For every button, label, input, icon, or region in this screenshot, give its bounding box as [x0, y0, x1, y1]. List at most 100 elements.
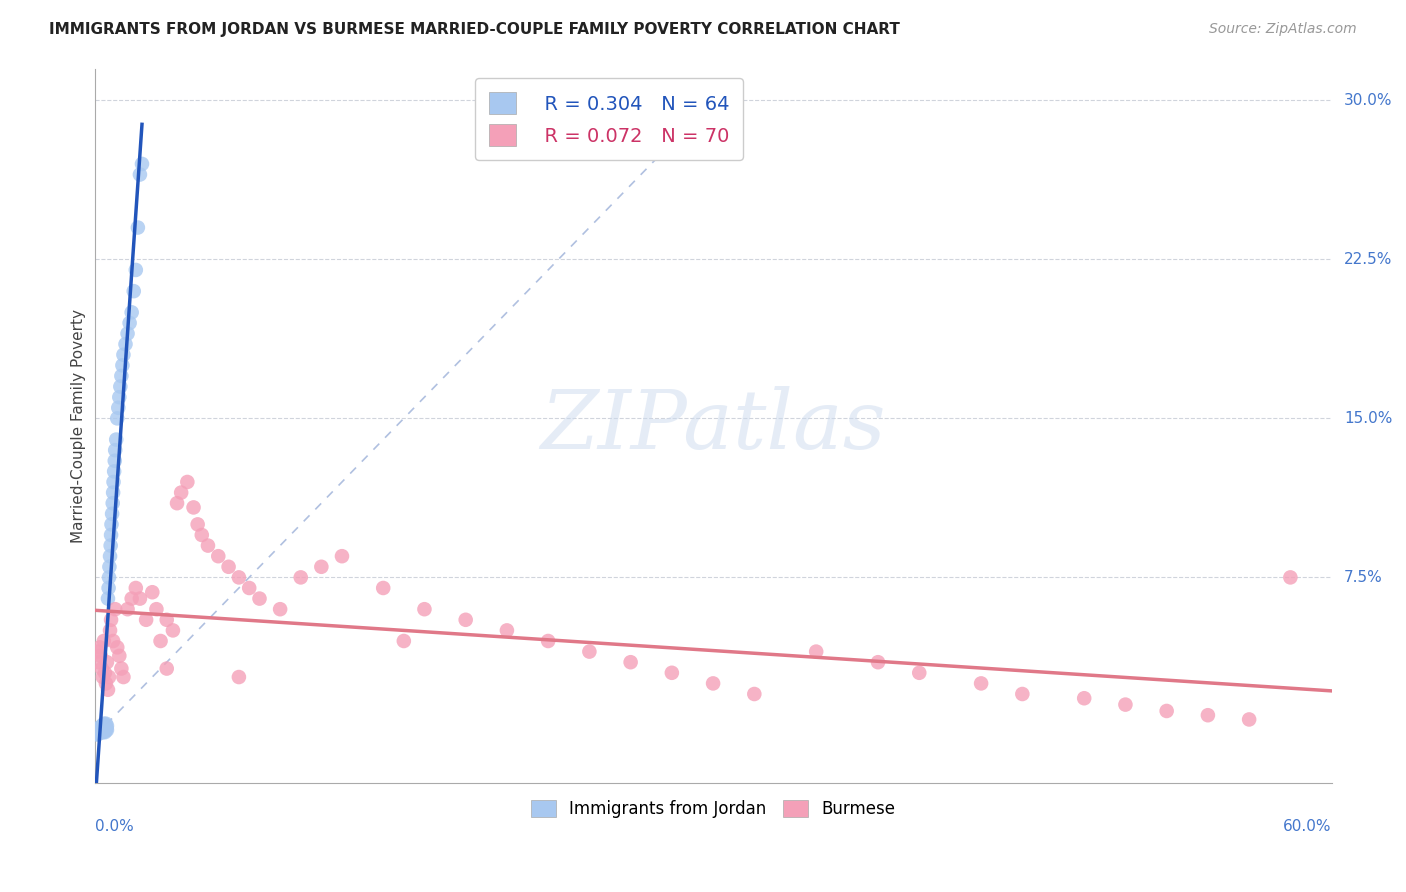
Point	[145, 602, 167, 616]
Text: Source: ZipAtlas.com: Source: ZipAtlas.com	[1209, 22, 1357, 37]
Point	[94, 716, 117, 731]
Point	[122, 284, 145, 298]
Text: 60.0%: 60.0%	[1284, 819, 1331, 834]
Point	[91, 670, 114, 684]
Point	[90, 723, 112, 737]
Point	[90, 721, 112, 735]
Point	[94, 665, 117, 680]
Point	[86, 727, 108, 741]
Point	[94, 723, 117, 737]
Point	[103, 475, 125, 489]
Point	[330, 549, 353, 564]
Point	[496, 624, 519, 638]
Point	[804, 644, 827, 658]
Point	[93, 634, 115, 648]
Point	[93, 721, 115, 735]
Point	[121, 591, 143, 606]
Point	[90, 648, 112, 663]
Point	[97, 682, 120, 697]
Point	[94, 719, 117, 733]
Point	[100, 517, 122, 532]
Point	[1156, 704, 1178, 718]
Point	[187, 517, 209, 532]
Point	[156, 662, 179, 676]
Point	[96, 655, 118, 669]
Point	[1279, 570, 1302, 584]
Point	[89, 723, 111, 737]
Point	[121, 305, 143, 319]
Point	[108, 648, 131, 663]
Point	[112, 348, 135, 362]
Point	[98, 670, 121, 684]
Text: 30.0%: 30.0%	[1344, 93, 1392, 108]
Point	[98, 624, 121, 638]
Point	[249, 591, 271, 606]
Point	[86, 723, 108, 737]
Point	[702, 676, 724, 690]
Point	[228, 570, 250, 584]
Point	[90, 719, 112, 733]
Point	[101, 496, 124, 510]
Point	[94, 676, 117, 690]
Point	[107, 401, 129, 415]
Point	[118, 316, 141, 330]
Point	[94, 721, 117, 735]
Point	[149, 634, 172, 648]
Point	[90, 662, 112, 676]
Point	[89, 721, 111, 735]
Point	[162, 624, 184, 638]
Point	[87, 655, 110, 669]
Text: ZIPatlas: ZIPatlas	[540, 385, 886, 466]
Point	[290, 570, 312, 584]
Legend: Immigrants from Jordan, Burmese: Immigrants from Jordan, Burmese	[524, 793, 903, 825]
Point	[413, 602, 436, 616]
Point	[86, 725, 108, 739]
Point	[129, 591, 152, 606]
Point	[94, 725, 117, 739]
Point	[117, 326, 139, 341]
Text: 0.0%: 0.0%	[94, 819, 134, 834]
Point	[1114, 698, 1136, 712]
Point	[97, 591, 120, 606]
Point	[98, 549, 121, 564]
Point	[744, 687, 766, 701]
Point	[392, 634, 415, 648]
Point	[661, 665, 683, 680]
Point	[110, 368, 132, 383]
Point	[537, 634, 560, 648]
Point	[87, 723, 110, 737]
Point	[866, 655, 889, 669]
Point	[87, 725, 110, 739]
Text: 15.0%: 15.0%	[1344, 411, 1392, 425]
Point	[105, 640, 128, 655]
Text: 22.5%: 22.5%	[1344, 252, 1392, 267]
Point	[104, 443, 127, 458]
Point	[91, 725, 114, 739]
Point	[176, 475, 198, 489]
Point	[131, 157, 153, 171]
Point	[87, 721, 110, 735]
Point	[1073, 691, 1095, 706]
Point	[89, 725, 111, 739]
Point	[1197, 708, 1219, 723]
Point	[127, 220, 149, 235]
Point	[117, 602, 139, 616]
Point	[108, 390, 131, 404]
Text: IMMIGRANTS FROM JORDAN VS BURMESE MARRIED-COUPLE FAMILY POVERTY CORRELATION CHAR: IMMIGRANTS FROM JORDAN VS BURMESE MARRIE…	[49, 22, 900, 37]
Point	[970, 676, 993, 690]
Point	[98, 559, 121, 574]
Point	[111, 359, 134, 373]
Point	[101, 634, 124, 648]
Point	[105, 411, 128, 425]
Point	[96, 719, 118, 733]
Point	[86, 644, 108, 658]
Point	[97, 581, 120, 595]
Point	[100, 613, 122, 627]
Point	[454, 613, 477, 627]
Point	[170, 485, 193, 500]
Point	[100, 528, 122, 542]
Point	[105, 433, 128, 447]
Point	[156, 613, 179, 627]
Point	[89, 640, 111, 655]
Point	[100, 539, 122, 553]
